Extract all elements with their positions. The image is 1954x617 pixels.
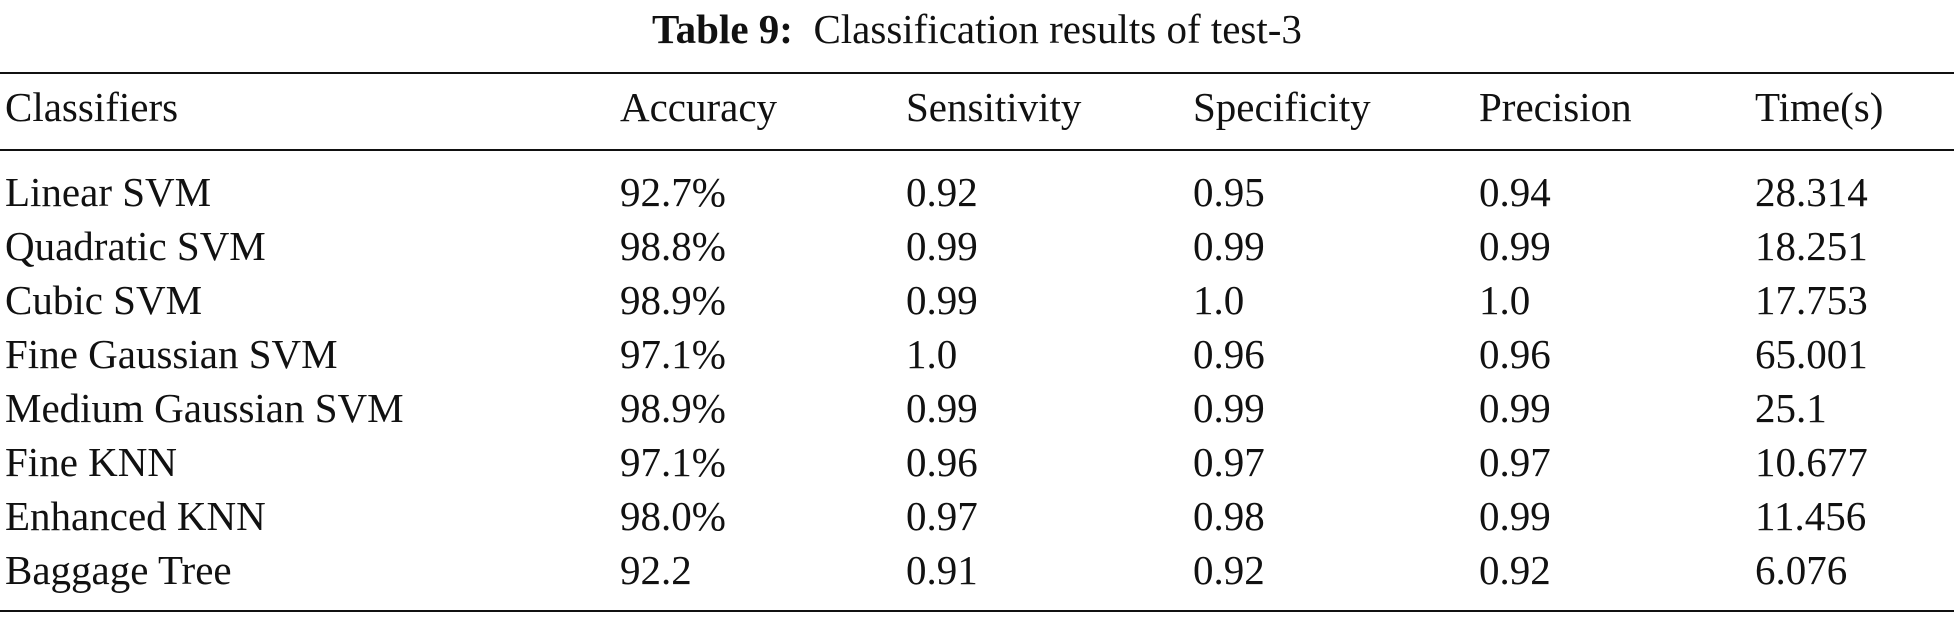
table-cell: 28.314 (1755, 169, 1868, 215)
table-bottom-rule (0, 610, 1954, 612)
table-cell: 0.96 (906, 439, 978, 485)
header-specificity: Specificity (1193, 84, 1371, 130)
table-cell: 0.99 (906, 277, 978, 323)
table-cell: 0.98 (1193, 493, 1265, 539)
table-cell: 11.456 (1755, 493, 1867, 539)
table-cell: 1.0 (1479, 277, 1531, 323)
header-accuracy: Accuracy (620, 84, 778, 130)
table-cell: Linear SVM (5, 169, 212, 215)
table-cell: 1.0 (1193, 277, 1245, 323)
header-sensitivity: Sensitivity (906, 84, 1082, 130)
table-cell: 0.99 (1479, 223, 1551, 269)
table-cell: 0.96 (1193, 331, 1265, 377)
table-cell: 0.92 (1193, 547, 1265, 593)
table-cell: Enhanced KNN (5, 493, 266, 539)
table-cell: 98.9% (620, 385, 726, 431)
table-cell: 0.97 (1479, 439, 1551, 485)
table-cell: 0.91 (906, 547, 978, 593)
header-time: Time(s) (1755, 84, 1884, 130)
table-cell: Cubic SVM (5, 277, 203, 323)
table-header-rule (0, 149, 1954, 151)
table-cell: 0.92 (906, 169, 978, 215)
table-cell: 0.97 (1193, 439, 1265, 485)
table-cell: 1.0 (906, 331, 958, 377)
table-cell: 97.1% (620, 439, 726, 485)
table-cell: 10.677 (1755, 439, 1868, 485)
table-cell: 0.99 (906, 385, 978, 431)
header-classifiers: Classifiers (5, 84, 179, 130)
table-cell: 92.7% (620, 169, 726, 215)
table-cell: 6.076 (1755, 547, 1848, 593)
table-cell: 17.753 (1755, 277, 1868, 323)
table-caption: Table 9: Classification results of test-… (0, 4, 1954, 54)
table-caption-text: Classification results of test-3 (813, 6, 1302, 52)
table-cell: 97.1% (620, 331, 726, 377)
table-cell: 98.0% (620, 493, 726, 539)
table-cell: Fine Gaussian SVM (5, 331, 338, 377)
table-cell: 92.2 (620, 547, 692, 593)
table-caption-label: Table 9: (652, 6, 793, 52)
table-cell: 0.94 (1479, 169, 1551, 215)
table-cell: Fine KNN (5, 439, 177, 485)
table-cell: 65.001 (1755, 331, 1868, 377)
table-cell: 0.99 (1479, 385, 1551, 431)
table-cell: 0.99 (1193, 223, 1265, 269)
table-cell: 0.96 (1479, 331, 1551, 377)
table-cell: 0.99 (1193, 385, 1265, 431)
header-precision: Precision (1479, 84, 1632, 130)
table-cell: 98.8% (620, 223, 726, 269)
table-cell: Baggage Tree (5, 547, 232, 593)
table-cell: 0.99 (906, 223, 978, 269)
table-cell: 0.99 (1479, 493, 1551, 539)
table-cell: 25.1 (1755, 385, 1827, 431)
table-cell: 18.251 (1755, 223, 1868, 269)
table-cell: 98.9% (620, 277, 726, 323)
table-cell: 0.95 (1193, 169, 1265, 215)
table-cell: Medium Gaussian SVM (5, 385, 404, 431)
table-cell: 0.97 (906, 493, 978, 539)
table-cell: 0.92 (1479, 547, 1551, 593)
table-top-rule (0, 72, 1954, 74)
table-cell: Quadratic SVM (5, 223, 266, 269)
